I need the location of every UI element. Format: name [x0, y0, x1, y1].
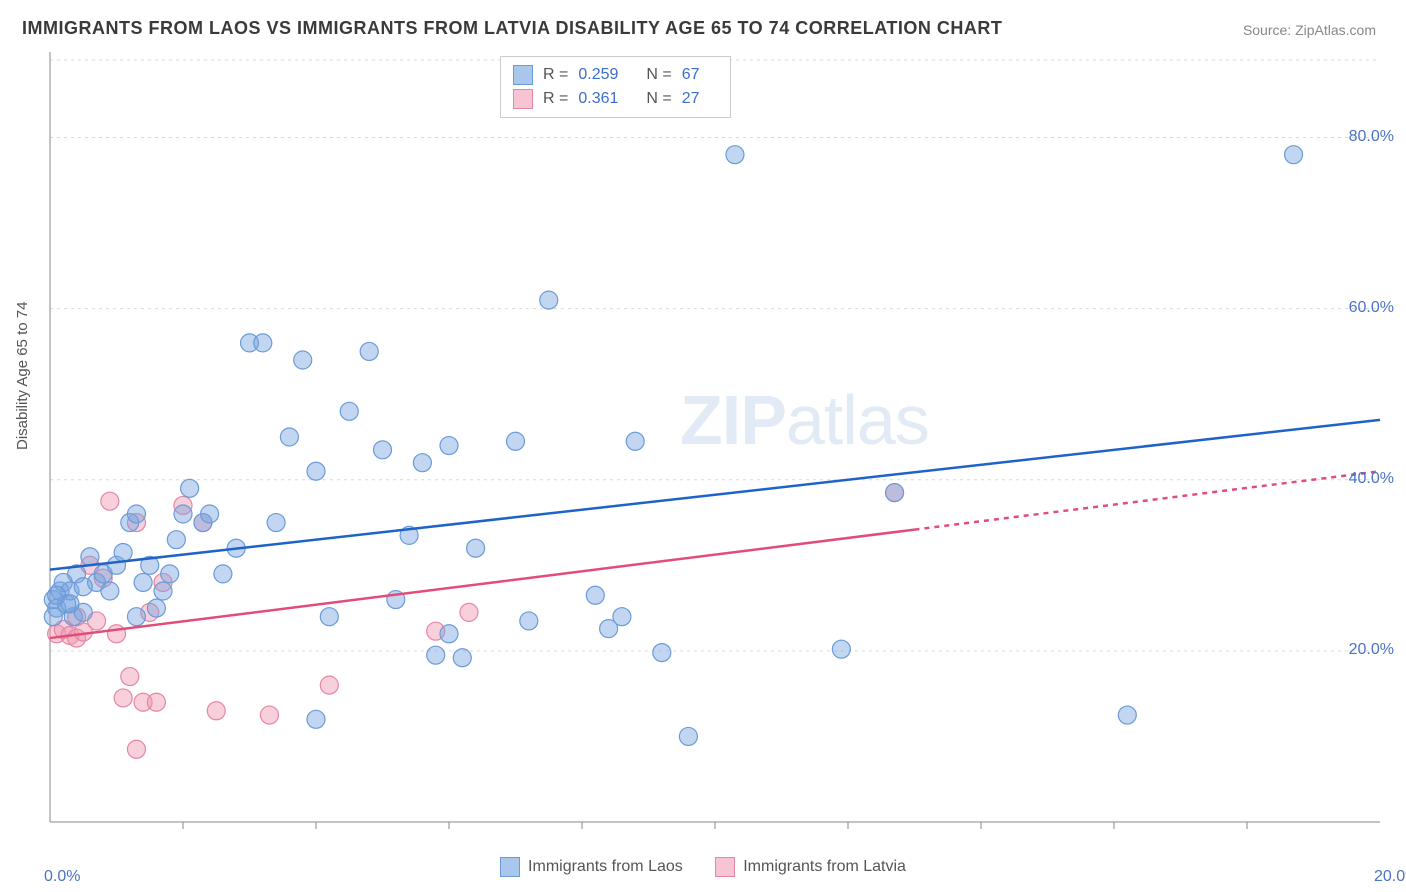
n-value-latvia: 27: [682, 90, 700, 108]
swatch-laos: [513, 65, 533, 85]
series-legend: Immigrants from Laos Immigrants from Lat…: [0, 857, 1406, 882]
x-tick-label: 0.0%: [44, 868, 80, 886]
legend-row-laos: R = 0.259 N = 67: [513, 63, 718, 87]
y-tick-label: 40.0%: [1349, 470, 1394, 488]
correlation-legend: R = 0.259 N = 67 R = 0.361 N = 27: [500, 56, 731, 118]
swatch-latvia: [513, 89, 533, 109]
legend-item-latvia: Immigrants from Latvia: [715, 857, 906, 877]
watermark-bold: ZIP: [680, 381, 786, 459]
legend-row-latvia: R = 0.361 N = 27: [513, 87, 718, 111]
y-tick-label: 20.0%: [1349, 641, 1394, 659]
legend-label-laos: Immigrants from Laos: [528, 858, 683, 876]
chart-container: IMMIGRANTS FROM LAOS VS IMMIGRANTS FROM …: [0, 0, 1406, 892]
swatch-latvia-icon: [715, 857, 735, 877]
watermark-thin: atlas: [786, 381, 929, 459]
swatch-laos-icon: [500, 857, 520, 877]
watermark: ZIPatlas: [680, 380, 929, 460]
legend-item-laos: Immigrants from Laos: [500, 857, 683, 877]
n-label: N =: [646, 66, 671, 84]
legend-label-latvia: Immigrants from Latvia: [743, 858, 906, 876]
r-value-laos: 0.259: [578, 66, 618, 84]
x-tick-label: 20.0%: [1374, 868, 1406, 886]
n-label: N =: [646, 90, 671, 108]
r-label: R =: [543, 66, 568, 84]
r-value-latvia: 0.361: [578, 90, 618, 108]
n-value-laos: 67: [682, 66, 700, 84]
r-label: R =: [543, 90, 568, 108]
y-tick-label: 60.0%: [1349, 299, 1394, 317]
y-tick-label: 80.0%: [1349, 128, 1394, 146]
